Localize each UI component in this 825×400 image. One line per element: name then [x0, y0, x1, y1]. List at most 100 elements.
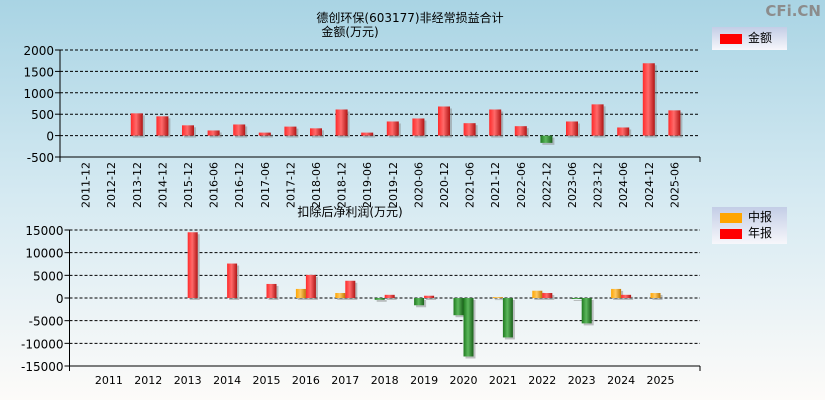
bar-年报-2016 — [305, 274, 316, 298]
bar-金额-2020-12 — [438, 106, 450, 136]
y-tick-label: 1500 — [23, 65, 54, 79]
y-tick-label: 1000 — [23, 87, 54, 101]
legend-swatch — [720, 228, 742, 239]
x-tick-label: 2015 — [253, 374, 281, 387]
legend-item: 金额 — [712, 27, 787, 50]
x-tick-label: 2018 — [371, 374, 399, 387]
bar-金额-2022-12 — [540, 135, 553, 143]
x-tick-label: 2013 — [174, 374, 202, 387]
x-tick-label: 2016-06 — [208, 162, 221, 208]
x-tick-label: 2018-12 — [336, 162, 349, 208]
legend-swatch — [720, 33, 742, 44]
bar-年报-2019 — [424, 295, 435, 298]
x-tick-label: 2011-12 — [80, 162, 93, 208]
legend-item: 年报 — [712, 225, 787, 241]
bar-中报-2017 — [335, 293, 346, 298]
bar-金额-2024-06 — [617, 127, 630, 136]
x-tick-label: 2022-12 — [540, 162, 553, 208]
bar-金额-2019-06 — [361, 132, 374, 136]
x-tick-label: 2011 — [95, 374, 123, 387]
x-tick-label: 2019-12 — [387, 162, 400, 208]
bar-shadow — [386, 296, 397, 300]
bar-shadow — [363, 134, 376, 138]
bar-金额-2022-06 — [514, 126, 527, 136]
x-tick-label: 2018-06 — [310, 162, 323, 208]
y-tick-label: -15000 — [21, 360, 64, 374]
x-tick-label: 2021-06 — [464, 162, 477, 208]
x-tick-label: 2014 — [213, 374, 241, 387]
bar-shadow — [260, 134, 273, 138]
chart-title: 扣除后净利润(万元) — [297, 204, 402, 219]
legend-item: 中报 — [712, 209, 787, 225]
y-tick-label: 2000 — [23, 44, 54, 58]
x-tick-label: 2019-06 — [361, 162, 374, 208]
bar-年报-2021 — [502, 298, 513, 338]
bar-年报-2023 — [581, 298, 592, 324]
chart-subtitle: 金额(万元) — [321, 24, 378, 39]
legend-bottom: 中报 年报 — [712, 207, 787, 244]
legend-swatch — [720, 212, 742, 223]
bar-金额-2018-12 — [335, 109, 348, 136]
bar-中报-2018 — [374, 298, 385, 300]
bar-金额-2017-12 — [284, 126, 297, 136]
bar-金额-2023-12 — [591, 104, 604, 136]
x-tick-label: 2024 — [607, 374, 635, 387]
x-tick-label: 2023 — [568, 374, 596, 387]
x-tick-label: 2021-12 — [489, 162, 502, 208]
bar-中报-2024 — [611, 288, 622, 298]
y-tick-label: -10000 — [21, 337, 64, 351]
bar-金额-2018-06 — [310, 128, 322, 136]
x-tick-label: 2022-06 — [515, 162, 528, 208]
x-tick-label: 2016-12 — [233, 162, 246, 208]
bar-金额-2016-12 — [233, 124, 246, 136]
bar-金额-2017-06 — [258, 132, 271, 136]
x-tick-label: 2025 — [647, 374, 675, 387]
x-tick-label: 2020 — [450, 374, 478, 387]
x-tick-label: 2020-12 — [438, 162, 451, 208]
bar-金额-2020-06 — [412, 118, 425, 136]
bar-年报-2024 — [621, 294, 632, 298]
legend-label: 年报 — [748, 226, 773, 240]
bar-中报-2020 — [453, 298, 464, 316]
bar-中报-2022 — [532, 290, 543, 298]
y-tick-label: 15000 — [25, 224, 63, 238]
bar-金额-2014-12 — [156, 116, 169, 136]
x-tick-label: 2024-12 — [643, 162, 656, 208]
x-tick-label: 2012-12 — [105, 162, 118, 208]
bar-中报-2016 — [295, 288, 306, 298]
y-tick-label: -500 — [27, 151, 54, 165]
x-tick-label: 2012 — [134, 374, 162, 387]
legend-label: 金额 — [748, 31, 773, 45]
bar-年报-2013 — [187, 232, 198, 298]
watermark: CFi.CN — [765, 2, 821, 20]
bar-金额-2025-06 — [668, 110, 681, 136]
x-tick-label: 2025-06 — [668, 162, 681, 208]
y-tick-label: 500 — [31, 108, 54, 122]
bar-年报-2017 — [345, 280, 356, 298]
chart-title: 德创环保(603177)非经常损益合计 — [316, 10, 503, 25]
bar-年报-2018 — [384, 294, 395, 298]
x-tick-label: 2023-12 — [592, 162, 605, 208]
x-tick-label: 2023-06 — [566, 162, 579, 208]
bar-shadow — [623, 296, 634, 300]
legend-label: 中报 — [748, 210, 773, 224]
bar-中报-2021 — [492, 297, 503, 299]
legend-top: 金额 — [712, 27, 787, 50]
x-tick-label: 2014-12 — [156, 162, 169, 208]
bar-shadow — [426, 297, 437, 300]
x-tick-label: 2013-12 — [131, 162, 144, 208]
y-tick-label: 0 — [56, 292, 64, 306]
bar-金额-2015-12 — [182, 125, 194, 136]
x-tick-label: 2020-06 — [412, 162, 425, 208]
x-tick-label: 2022 — [528, 374, 556, 387]
bar-中报-2019 — [414, 298, 425, 306]
bar-年报-2014 — [227, 263, 238, 298]
x-tick-label: 2024-06 — [617, 162, 630, 208]
bar-中报-2023 — [571, 298, 582, 299]
x-tick-label: 2019 — [410, 374, 438, 387]
bar-年报-2015 — [266, 283, 277, 298]
bar-金额-2023-06 — [566, 121, 578, 136]
x-tick-label: 2021 — [489, 374, 517, 387]
